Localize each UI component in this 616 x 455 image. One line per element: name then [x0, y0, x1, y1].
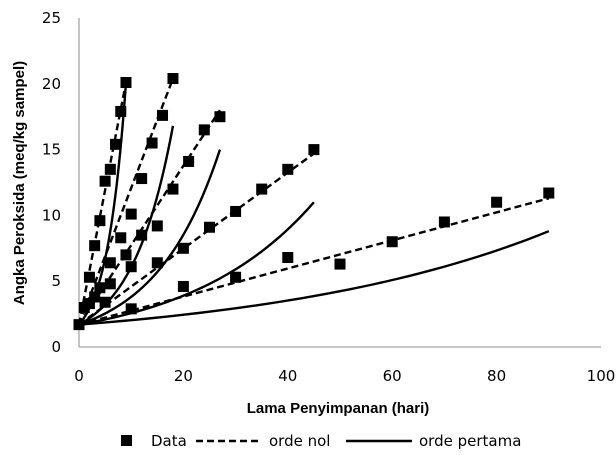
axes — [78, 18, 601, 348]
data-point — [110, 138, 122, 150]
y-tick-label: 15 — [42, 141, 61, 159]
legend-data-marker — [121, 435, 132, 446]
data-point — [151, 257, 163, 269]
data-point — [282, 163, 294, 175]
data-point — [230, 271, 242, 283]
legend-data-label: Data — [151, 432, 187, 450]
orde-nol-line — [78, 152, 315, 326]
y-tick-label: 0 — [51, 338, 61, 356]
data-point — [386, 236, 398, 248]
data-point — [136, 229, 148, 241]
data-point — [115, 105, 127, 117]
data-point — [334, 258, 346, 270]
legend-orde-nol-label: orde nol — [269, 432, 330, 450]
data-point — [282, 252, 294, 264]
data-point — [183, 155, 195, 167]
data-point — [104, 163, 116, 175]
data-point — [491, 196, 503, 208]
x-tick-label: 40 — [278, 367, 297, 385]
data-point — [83, 298, 95, 310]
data-point — [177, 280, 189, 292]
data-point — [438, 216, 450, 228]
y-tick-label: 25 — [42, 9, 61, 27]
data-point — [230, 205, 242, 217]
data-point — [125, 303, 137, 315]
y-tick-label: 20 — [42, 75, 61, 93]
data-point — [198, 124, 210, 136]
data-point — [89, 291, 101, 303]
data-point — [146, 137, 158, 149]
data-markers — [73, 73, 555, 331]
data-point — [125, 261, 137, 273]
data-point — [151, 220, 163, 232]
orde-pertama-curve — [78, 125, 175, 326]
data-point — [157, 109, 169, 121]
orde-pertama-curve — [78, 149, 222, 326]
data-point — [167, 183, 179, 195]
data-point — [543, 187, 555, 199]
y-tick-label: 10 — [42, 206, 61, 224]
data-point — [104, 257, 116, 269]
orde-nol-line — [77, 109, 221, 326]
data-point — [83, 271, 95, 283]
data-point — [120, 249, 132, 261]
data-point — [94, 215, 106, 227]
x-tick-label: 100 — [587, 367, 616, 385]
orde-pertama-curve — [78, 201, 315, 326]
data-point — [204, 221, 215, 233]
data-point — [136, 173, 148, 185]
x-tick-label: 20 — [174, 367, 193, 385]
data-point — [73, 319, 85, 331]
orde-pertama-curve — [78, 230, 550, 326]
orde-pertama-curve — [78, 82, 128, 326]
data-point — [104, 278, 116, 290]
x-tick-label: 60 — [383, 367, 402, 385]
data-point — [99, 296, 111, 308]
tick-labels: 0 5 10 15 20 25 0 20 40 60 80 100 — [42, 9, 615, 385]
fit-lines — [77, 78, 550, 326]
data-point — [177, 242, 189, 254]
orde-nol-line — [78, 197, 550, 326]
data-point — [94, 282, 106, 294]
orde-nol-line — [77, 82, 128, 325]
y-axis-title: Angka Peroksida (meq/kg sampel) — [11, 61, 28, 305]
data-point — [115, 232, 127, 244]
data-point — [89, 240, 101, 252]
x-axis-title: Lama Penyimpanan (hari) — [247, 400, 430, 417]
x-tick-label: 80 — [487, 367, 506, 385]
data-point — [256, 183, 268, 195]
legend-orde-pertama-label: orde pertama — [419, 432, 521, 450]
y-tick-label: 5 — [51, 272, 61, 290]
data-point — [120, 76, 132, 88]
data-point — [214, 111, 226, 123]
legend: Data orde nol orde pertama — [121, 432, 521, 450]
data-point — [308, 144, 320, 156]
data-point — [167, 73, 179, 85]
x-tick-label: 0 — [74, 367, 84, 385]
data-point — [125, 208, 137, 220]
data-point — [99, 175, 111, 187]
